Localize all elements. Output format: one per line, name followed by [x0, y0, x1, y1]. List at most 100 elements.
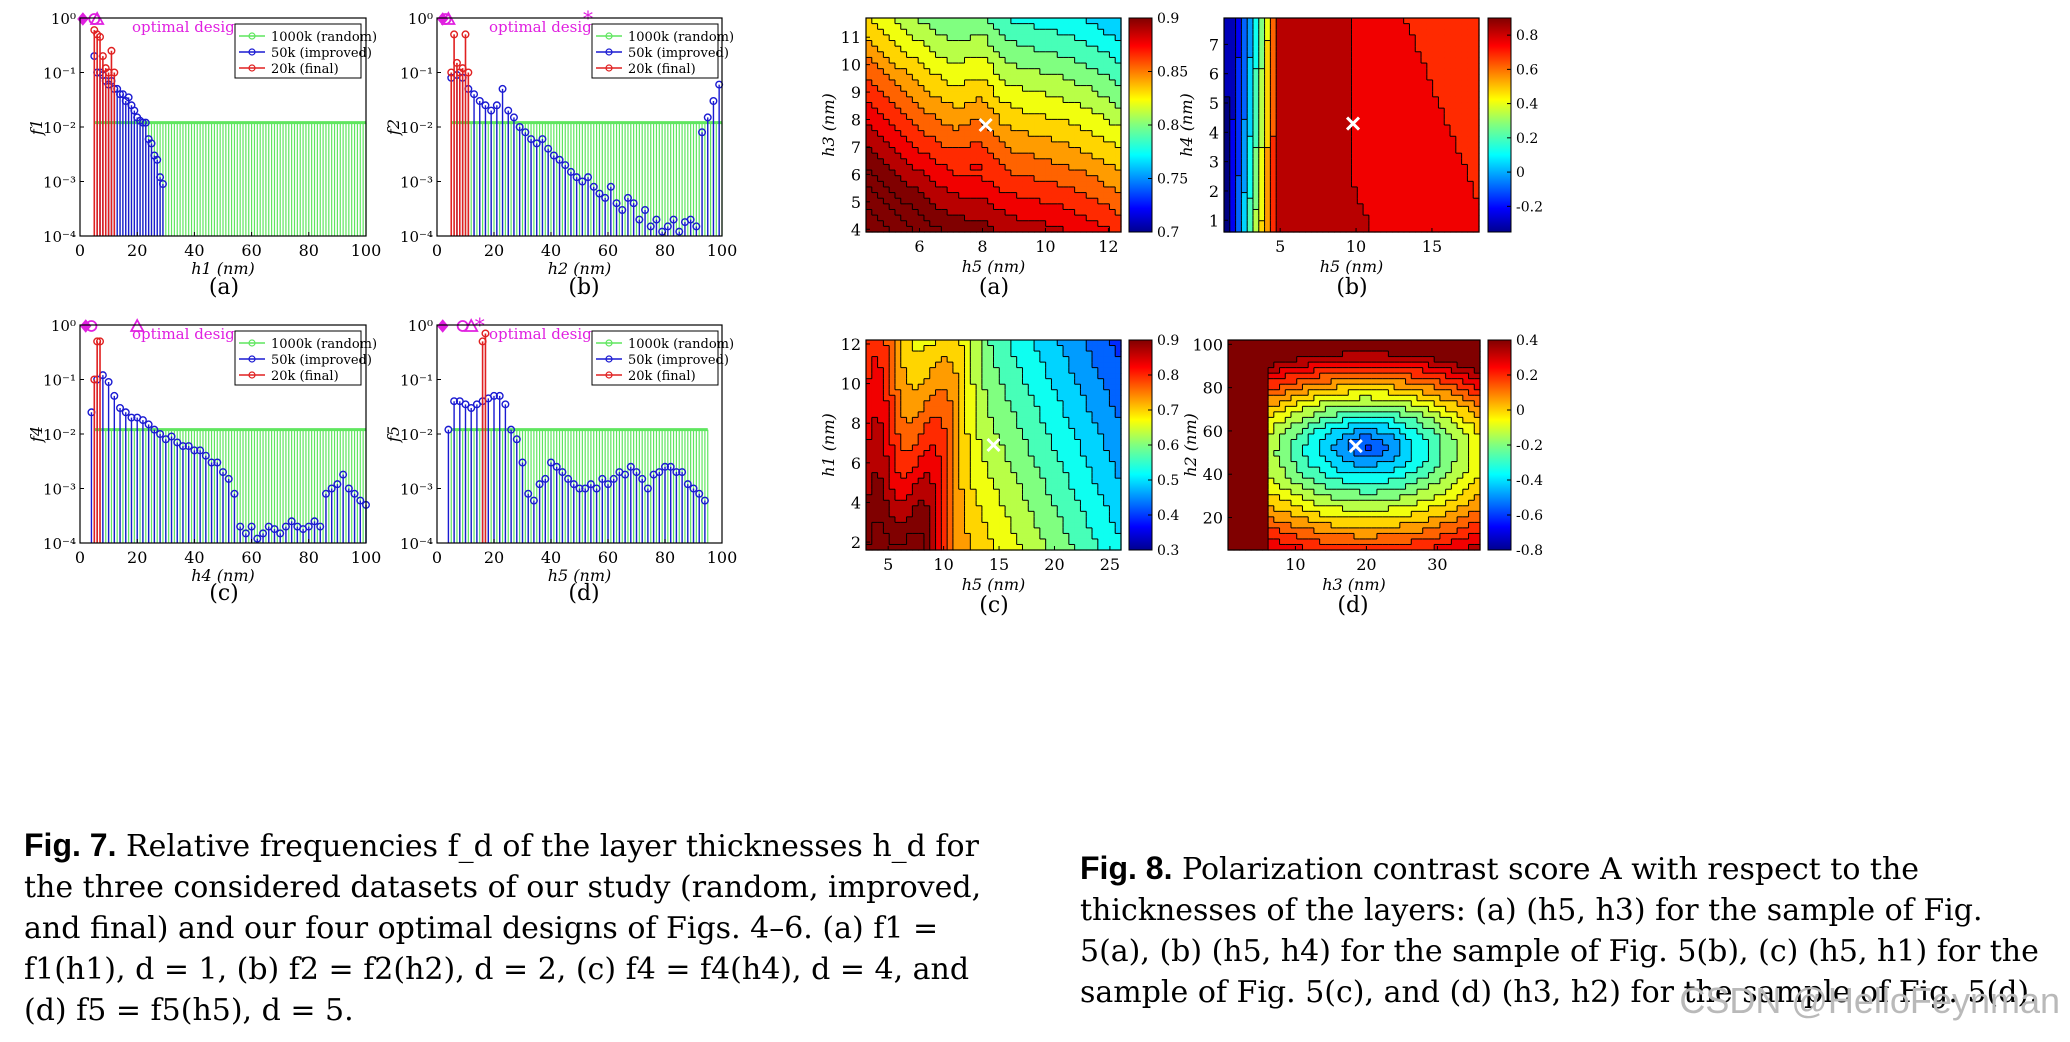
contour-cell [1316, 96, 1324, 104]
contour-cell [1357, 102, 1364, 109]
contour-cell [1258, 102, 1266, 109]
contour-cell [1473, 108, 1480, 115]
contour-cell [1467, 147, 1474, 154]
contour-cell [1328, 220, 1335, 227]
contour-cell [923, 63, 931, 70]
contour-cell [1028, 209, 1035, 216]
contour-cell [1351, 203, 1358, 211]
contour-cell [1258, 186, 1266, 194]
contour-cell [1281, 40, 1289, 47]
contour-cell [1045, 226, 1053, 233]
contour-cell [1409, 40, 1416, 47]
contour-cell [1270, 46, 1277, 53]
contour-cell [976, 175, 983, 182]
contour-cell [1438, 209, 1445, 216]
contour-cell [1241, 34, 1248, 42]
contour-cell [1276, 181, 1283, 188]
contour-cell [1010, 215, 1018, 222]
contour-cell [935, 79, 942, 87]
contour-cell [1252, 34, 1260, 42]
contour-cell [1316, 68, 1324, 75]
contour-cell [1281, 29, 1289, 36]
contour-cell [877, 68, 884, 75]
contour-cell [900, 91, 908, 98]
contour-cell [918, 186, 925, 194]
contour-cell [964, 46, 971, 53]
contour-cell [981, 46, 989, 53]
contour-cell [1397, 29, 1405, 36]
contour-cell [1247, 215, 1254, 222]
contour-cell [1363, 175, 1370, 182]
contour-cell [923, 209, 931, 216]
contour-cell [1034, 18, 1041, 25]
contour-cell [1467, 63, 1474, 70]
contour-cell [1097, 175, 1105, 182]
contour-cell [1374, 29, 1382, 36]
contour-cell [1258, 113, 1266, 120]
final-marker [481, 329, 490, 338]
contour-cell [958, 209, 966, 216]
contour-cell [1241, 153, 1248, 160]
contour-cell [1450, 186, 1457, 194]
contour-cell [1339, 215, 1347, 222]
contour-cell [883, 46, 890, 53]
contour-cell [1057, 175, 1064, 182]
y-tick-label: 10⁻³ [400, 174, 433, 192]
contour-cell [1426, 108, 1434, 115]
contour-cell [1403, 226, 1411, 233]
contour-cell [1322, 186, 1329, 194]
contour-cell [918, 198, 925, 205]
contour-cell [912, 68, 919, 75]
contour-cell [871, 74, 879, 81]
legend-marker [605, 32, 613, 40]
contour-cell [1415, 192, 1422, 199]
contour-cell [889, 181, 896, 188]
contour-cell [906, 192, 913, 199]
contour-cell [1010, 147, 1018, 154]
contour-cell [1345, 68, 1353, 75]
contour-cell [1432, 198, 1440, 205]
contour-cell [1310, 40, 1318, 47]
contour-cell [1345, 141, 1353, 149]
contour-cell [1252, 125, 1260, 132]
contour-cell [1063, 23, 1070, 30]
contour-cell [1247, 108, 1254, 115]
contour-cell [1397, 186, 1405, 194]
contour-cell [1403, 85, 1411, 92]
contour-cell [1421, 175, 1428, 182]
contour-cell [1010, 91, 1018, 98]
contour-cell [929, 186, 937, 194]
contour-cell [1005, 29, 1012, 36]
contour-cell [1241, 158, 1248, 166]
contour-cell [1247, 170, 1254, 177]
contour-cell [993, 18, 1000, 25]
contour-cell [1397, 175, 1405, 182]
contour-cell [1247, 125, 1254, 132]
contour-cell [1415, 226, 1422, 233]
contour-cell [1097, 203, 1105, 211]
contour-cell [929, 34, 937, 42]
contour-cell [906, 29, 913, 36]
contour-cell [1415, 209, 1422, 216]
contour-cell [1034, 23, 1041, 30]
contour-cell [1310, 153, 1318, 160]
contour-cell [1305, 130, 1312, 137]
contour-cell [871, 63, 879, 70]
contour-cell [1293, 96, 1300, 104]
contour-cell [1270, 74, 1277, 81]
contour-cell [1092, 226, 1099, 233]
y-axis-label: f1 [27, 119, 46, 136]
contour-cell [1063, 164, 1070, 171]
contour-cell [1305, 192, 1312, 199]
contour-cell [993, 125, 1000, 132]
y-axis-label: f2 [384, 119, 403, 136]
contour-cell [1010, 68, 1018, 75]
contour-cell [1224, 46, 1231, 53]
contour-cell [906, 91, 913, 98]
contour-cell [1287, 85, 1295, 92]
contour-cell [1103, 46, 1111, 53]
contour-cell [1455, 198, 1463, 205]
improved-marker [521, 128, 530, 137]
y-axis-label: h3 (nm) [819, 93, 838, 157]
contour-cell [923, 46, 931, 53]
